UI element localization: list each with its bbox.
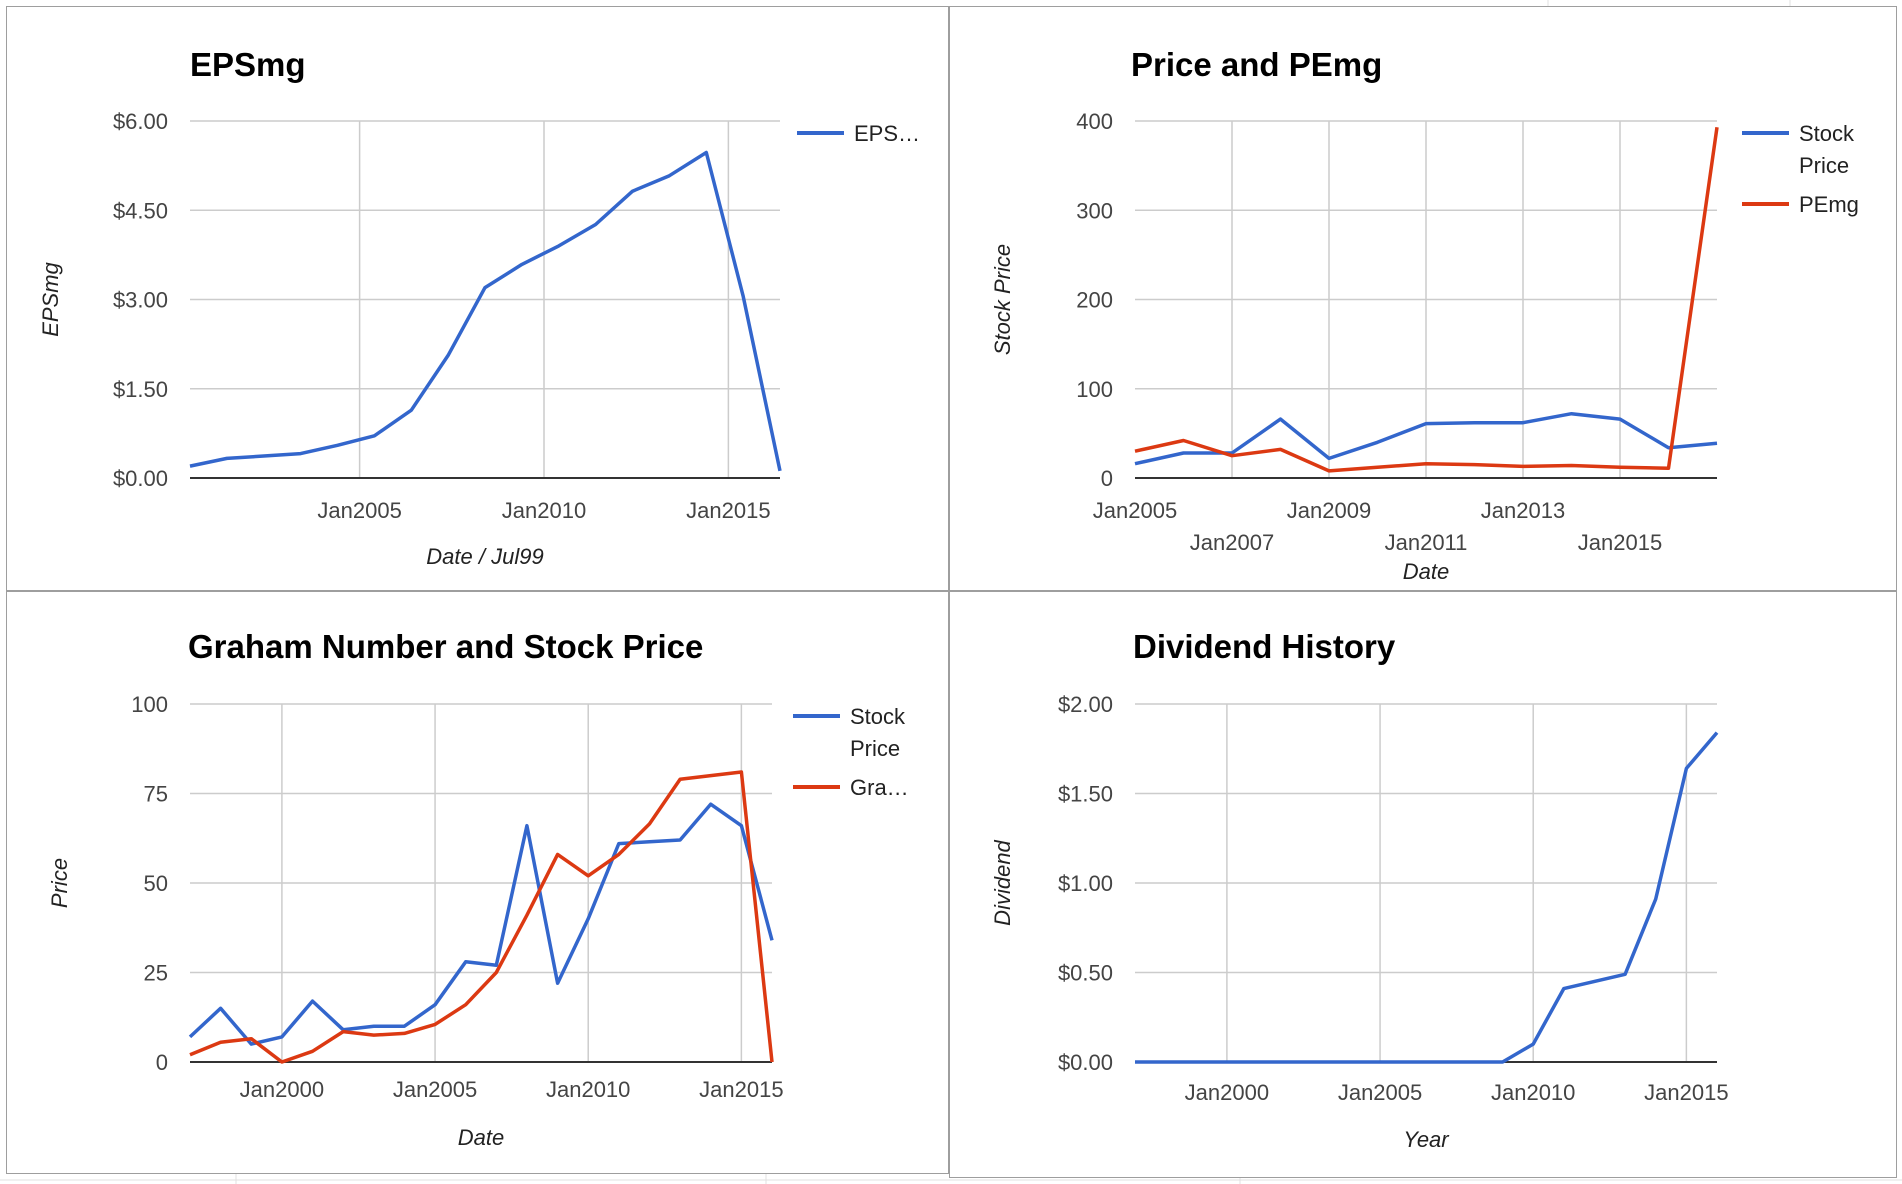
legend-label[interactable]: PEmg xyxy=(1799,192,1859,217)
x-tick-label: Jan2007 xyxy=(1190,530,1274,555)
chart-title: Price and PEmg xyxy=(1131,46,1382,83)
x-tick-label: Jan2011 xyxy=(1385,530,1468,555)
chart-svg-epsmg: EPSmg $0.00 $1.50 $3.00 $4.50 $6.00 Jan2005 Jan… xyxy=(38,46,920,569)
series-line-0[interactable] xyxy=(189,150,782,472)
chart-title: Dividend History xyxy=(1133,628,1396,665)
x-tick-label: Jan2000 xyxy=(1185,1080,1269,1105)
x-tick-label: Jan2005 xyxy=(1338,1080,1422,1105)
x-axis-title: Date xyxy=(458,1125,504,1150)
y-tick-label: $0.50 xyxy=(1058,961,1113,986)
x-tick-label: Jan2010 xyxy=(546,1077,630,1102)
chart-panel-dividend-history[interactable]: Dividend History $0.00 $0.50 $1.00 $1.50 $2.0… xyxy=(949,591,1897,1178)
series-line-1[interactable] xyxy=(189,770,774,1064)
y-tick-label: $1.00 xyxy=(1058,871,1113,896)
y-tick-label: $2.00 xyxy=(1058,692,1113,717)
y-tick-label: 0 xyxy=(1101,466,1113,491)
x-tick-label: Jan2010 xyxy=(502,498,586,523)
x-tick-label: Jan2015 xyxy=(1578,530,1662,555)
y-tick-label: $0.00 xyxy=(1058,1050,1113,1075)
x-axis-title: Date xyxy=(1403,559,1449,584)
x-tick-label: Jan2005 xyxy=(317,498,401,523)
y-tick-label: 100 xyxy=(131,692,168,717)
series-line-0[interactable] xyxy=(188,802,774,1046)
x-tick-label: Jan2015 xyxy=(699,1077,783,1102)
chart-svg-dividend: Dividend History $0.00 $0.50 $1.00 $1.50 $2.0… xyxy=(990,628,1729,1152)
chart-svg-price-pemg: Price and PEmg 0 100 200 300 400 Jan2005 Jan200… xyxy=(990,46,1859,584)
chart-panel-price-pemg[interactable]: Price and PEmg 0 100 200 300 400 Jan2005 Jan200… xyxy=(949,6,1897,591)
x-tick-label: Jan2009 xyxy=(1287,498,1371,523)
y-tick-label: $3.00 xyxy=(113,288,168,313)
x-axis-title: Year xyxy=(1403,1127,1450,1152)
legend-label[interactable]: Stock Price xyxy=(1799,121,1855,178)
x-tick-label: Jan2000 xyxy=(240,1077,324,1102)
chart-svg-graham: Graham Number and Stock Price 0 25 50 75 100 J… xyxy=(47,628,909,1150)
y-tick-label: 50 xyxy=(144,871,168,896)
x-tick-label: Jan2005 xyxy=(393,1077,477,1102)
y-tick-label: 300 xyxy=(1076,198,1113,223)
chart-panel-epsmg[interactable]: EPSmg $0.00 $1.50 $3.00 $4.50 $6.00 Jan2005 Jan… xyxy=(6,6,949,591)
chart-title: EPSmg xyxy=(190,46,306,83)
x-tick-label: Jan2015 xyxy=(1644,1080,1728,1105)
y-tick-label: $1.50 xyxy=(113,377,168,402)
chart-title: Graham Number and Stock Price xyxy=(188,628,703,665)
legend-label[interactable]: Gra… xyxy=(850,775,909,800)
chart-panel-graham-number[interactable]: Graham Number and Stock Price 0 25 50 75 100 J… xyxy=(6,591,949,1174)
x-tick-label: Jan2005 xyxy=(1093,498,1177,523)
legend-label[interactable]: EPS… xyxy=(854,121,920,146)
y-tick-label: 25 xyxy=(144,961,168,986)
y-tick-label: 75 xyxy=(144,782,168,807)
series-line-0[interactable] xyxy=(1135,731,1719,1064)
y-tick-label: $1.50 xyxy=(1058,782,1113,807)
legend-label[interactable]: Stock Price xyxy=(850,704,906,761)
y-tick-label: 400 xyxy=(1076,109,1113,134)
x-axis-title: Date / Jul99 xyxy=(426,544,543,569)
y-tick-label: 100 xyxy=(1076,377,1113,402)
x-tick-label: Jan2013 xyxy=(1481,498,1565,523)
y-tick-label: 0 xyxy=(156,1050,168,1075)
y-tick-label: 200 xyxy=(1076,288,1113,313)
x-tick-label: Jan2010 xyxy=(1491,1080,1575,1105)
y-axis-title: EPSmg xyxy=(38,261,63,336)
y-tick-label: $4.50 xyxy=(113,198,168,223)
x-tick-label: Jan2015 xyxy=(686,498,770,523)
y-tick-label: $6.00 xyxy=(113,109,168,134)
y-axis-title: Dividend xyxy=(990,839,1015,925)
y-axis-title: Price xyxy=(47,858,72,908)
y-axis-title: Stock Price xyxy=(990,244,1015,355)
y-tick-label: $0.00 xyxy=(113,466,168,491)
